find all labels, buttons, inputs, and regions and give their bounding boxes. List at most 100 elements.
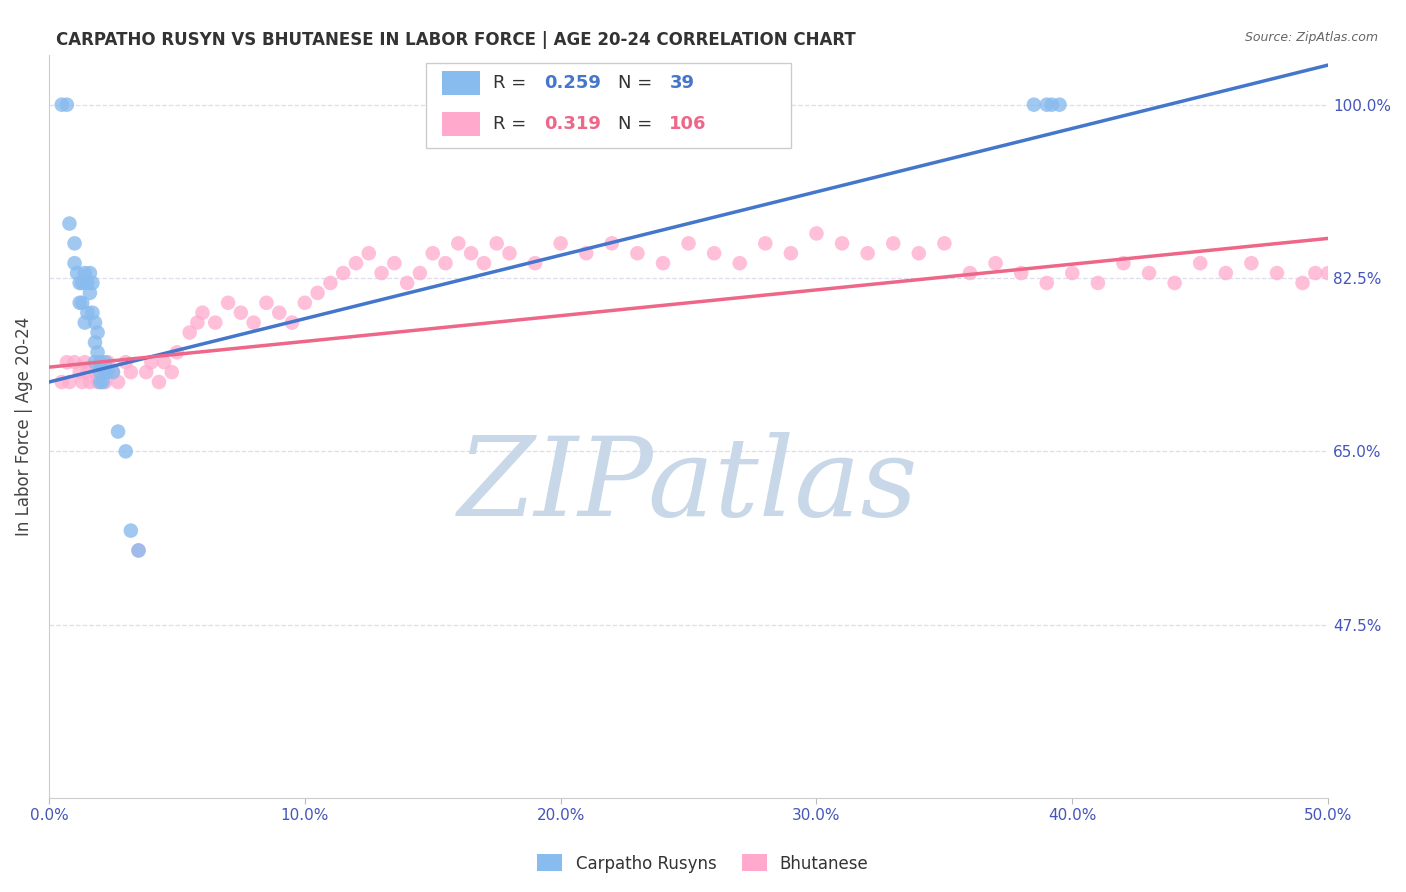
Point (160, 365, 183, 379)
Point (86, 326, 108, 340)
Point (120, 524, 142, 538)
Point (91, 375, 114, 389)
Point (148, 375, 170, 389)
Point (84, 335, 107, 350)
Text: N =: N = (619, 74, 652, 92)
Point (281, 316, 304, 330)
Point (58, 375, 80, 389)
Point (84, 355, 107, 369)
Point (107, 375, 129, 389)
Text: ZIPatlas: ZIPatlas (458, 433, 918, 540)
Point (76, 306, 98, 320)
Text: 106: 106 (669, 115, 707, 133)
Point (472, 256, 495, 270)
Point (1035, 276, 1057, 290)
Point (70, 276, 93, 290)
Point (84, 316, 107, 330)
Point (319, 276, 342, 290)
Point (186, 316, 208, 330)
Point (269, 306, 291, 320)
Point (1291, 276, 1313, 290)
Point (89, 375, 111, 389)
Point (97, 355, 120, 369)
Point (86, 345, 108, 359)
Point (56, 355, 79, 369)
Point (73, 316, 96, 330)
Text: 0.259: 0.259 (544, 74, 600, 92)
Point (51, 97, 73, 112)
Point (82, 276, 104, 290)
Point (728, 256, 751, 270)
Point (294, 295, 316, 310)
Point (357, 246, 380, 260)
Point (91, 365, 114, 379)
Point (135, 365, 157, 379)
Point (128, 543, 150, 558)
Point (242, 316, 264, 330)
Point (229, 306, 252, 320)
Point (79, 375, 101, 389)
Text: Source: ZipAtlas.com: Source: ZipAtlas.com (1244, 31, 1378, 45)
Point (907, 246, 929, 260)
Text: R =: R = (494, 74, 526, 92)
Point (1317, 266, 1340, 280)
Point (73, 266, 96, 280)
Text: N =: N = (619, 115, 652, 133)
Point (678, 236, 700, 251)
Point (204, 316, 226, 330)
Point (396, 276, 419, 290)
Point (1040, 97, 1063, 112)
Point (447, 236, 470, 251)
Point (94, 375, 117, 389)
Point (79, 266, 101, 280)
Point (1330, 256, 1353, 270)
Y-axis label: In Labor Force | Age 20-24: In Labor Force | Age 20-24 (15, 317, 32, 536)
Point (82, 306, 104, 320)
Point (58, 217, 80, 231)
Point (524, 256, 547, 270)
Point (76, 276, 98, 290)
Point (63, 355, 86, 369)
Point (128, 543, 150, 558)
Point (73, 355, 96, 369)
Point (1022, 97, 1045, 112)
Point (141, 355, 163, 369)
Point (1087, 276, 1109, 290)
Point (76, 365, 98, 379)
FancyBboxPatch shape (426, 62, 792, 148)
Point (69, 295, 91, 310)
Point (332, 266, 354, 280)
Point (69, 276, 91, 290)
Point (344, 256, 367, 270)
Text: CARPATHO RUSYN VS BHUTANESE IN LABOR FORCE | AGE 20-24 CORRELATION CHART: CARPATHO RUSYN VS BHUTANESE IN LABOR FOR… (56, 31, 856, 49)
Point (63, 256, 86, 270)
Point (89, 365, 111, 379)
Point (652, 256, 675, 270)
Point (153, 355, 176, 369)
Point (63, 236, 86, 251)
Point (166, 345, 188, 359)
Point (191, 306, 214, 320)
Point (754, 236, 776, 251)
Point (1137, 266, 1160, 280)
Point (1010, 266, 1032, 280)
Point (1189, 256, 1212, 270)
Point (1240, 256, 1263, 270)
Point (600, 236, 623, 251)
Point (70, 375, 93, 389)
Point (831, 236, 853, 251)
Text: 0.319: 0.319 (544, 115, 600, 133)
Point (217, 295, 239, 310)
Point (1112, 256, 1135, 270)
Point (120, 365, 142, 379)
Point (370, 266, 392, 280)
Point (703, 246, 725, 260)
Point (626, 246, 648, 260)
Point (460, 246, 482, 260)
Point (856, 246, 879, 260)
Bar (441, 70, 479, 95)
Point (254, 295, 277, 310)
Point (1062, 266, 1084, 280)
Point (114, 444, 136, 458)
Point (51, 375, 73, 389)
